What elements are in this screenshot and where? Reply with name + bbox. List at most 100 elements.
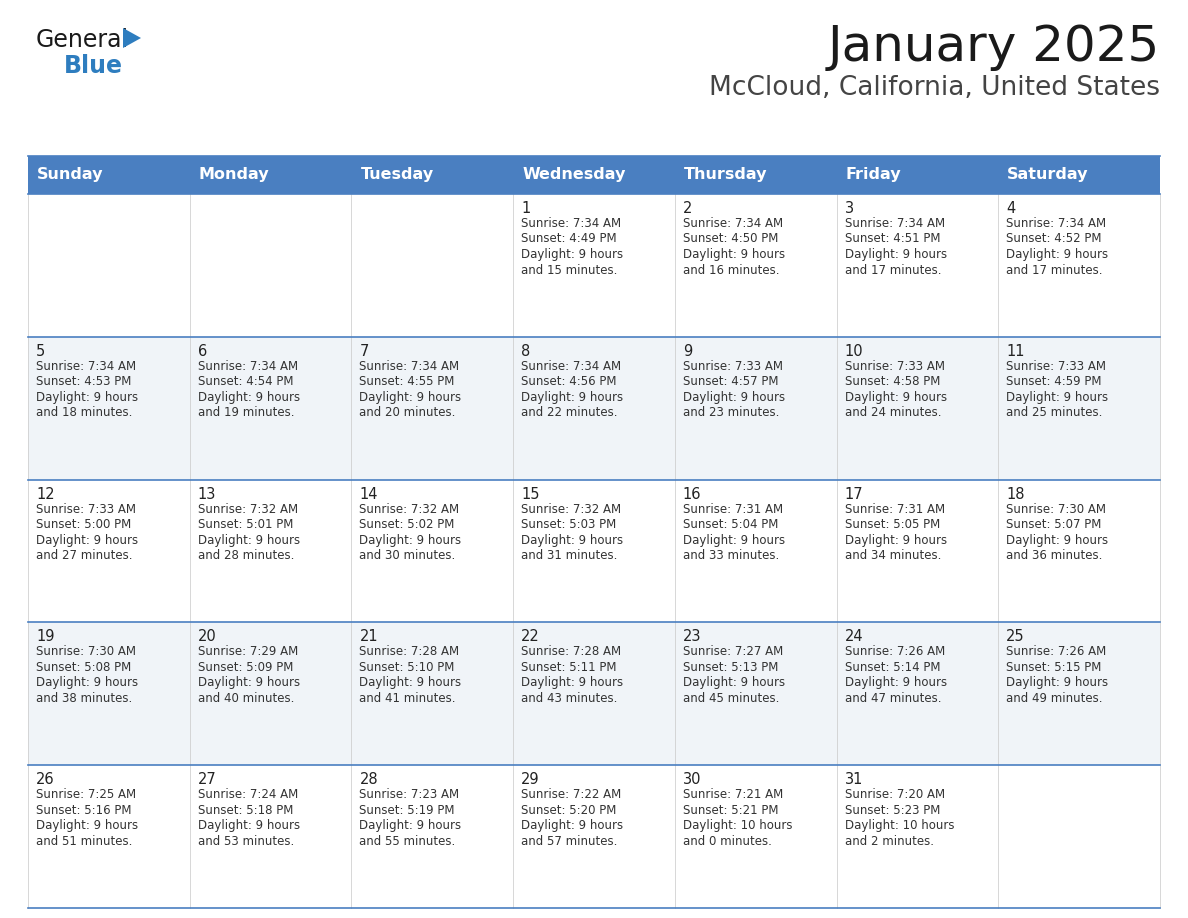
Text: 4: 4 <box>1006 201 1016 216</box>
Text: Daylight: 9 hours: Daylight: 9 hours <box>683 677 785 689</box>
Text: and 19 minutes.: and 19 minutes. <box>197 407 295 420</box>
Text: Daylight: 9 hours: Daylight: 9 hours <box>197 391 299 404</box>
Text: 1: 1 <box>522 201 530 216</box>
Text: Sunset: 5:19 PM: Sunset: 5:19 PM <box>360 803 455 817</box>
Text: and 30 minutes.: and 30 minutes. <box>360 549 456 562</box>
Text: Wednesday: Wednesday <box>523 167 626 183</box>
Text: and 24 minutes.: and 24 minutes. <box>845 407 941 420</box>
Text: Daylight: 9 hours: Daylight: 9 hours <box>522 533 624 546</box>
Text: 23: 23 <box>683 630 701 644</box>
Text: 15: 15 <box>522 487 539 501</box>
Text: and 51 minutes.: and 51 minutes. <box>36 834 132 847</box>
Text: Sunrise: 7:26 AM: Sunrise: 7:26 AM <box>845 645 944 658</box>
Text: Sunrise: 7:34 AM: Sunrise: 7:34 AM <box>522 360 621 373</box>
Text: Sunset: 4:57 PM: Sunset: 4:57 PM <box>683 375 778 388</box>
Text: Sunset: 5:15 PM: Sunset: 5:15 PM <box>1006 661 1101 674</box>
Text: Daylight: 9 hours: Daylight: 9 hours <box>845 533 947 546</box>
Text: Sunset: 5:01 PM: Sunset: 5:01 PM <box>197 518 293 532</box>
Text: Sunrise: 7:34 AM: Sunrise: 7:34 AM <box>197 360 298 373</box>
Text: Daylight: 9 hours: Daylight: 9 hours <box>360 391 462 404</box>
Text: Daylight: 9 hours: Daylight: 9 hours <box>683 533 785 546</box>
Text: Daylight: 10 hours: Daylight: 10 hours <box>845 819 954 833</box>
Text: and 55 minutes.: and 55 minutes. <box>360 834 456 847</box>
Text: Sunset: 5:21 PM: Sunset: 5:21 PM <box>683 803 778 817</box>
Text: Monday: Monday <box>198 167 270 183</box>
Text: and 33 minutes.: and 33 minutes. <box>683 549 779 562</box>
Text: Sunset: 4:56 PM: Sunset: 4:56 PM <box>522 375 617 388</box>
Bar <box>29 622 1159 766</box>
Text: Sunset: 5:02 PM: Sunset: 5:02 PM <box>360 518 455 532</box>
Text: and 57 minutes.: and 57 minutes. <box>522 834 618 847</box>
Text: 25: 25 <box>1006 630 1025 644</box>
Text: and 23 minutes.: and 23 minutes. <box>683 407 779 420</box>
Text: Sunrise: 7:22 AM: Sunrise: 7:22 AM <box>522 789 621 801</box>
Text: Sunset: 5:08 PM: Sunset: 5:08 PM <box>36 661 131 674</box>
Polygon shape <box>124 28 141 48</box>
Text: Sunrise: 7:29 AM: Sunrise: 7:29 AM <box>197 645 298 658</box>
Text: and 15 minutes.: and 15 minutes. <box>522 263 618 276</box>
Text: 18: 18 <box>1006 487 1025 501</box>
Text: 10: 10 <box>845 344 864 359</box>
Text: Daylight: 9 hours: Daylight: 9 hours <box>683 391 785 404</box>
Text: and 43 minutes.: and 43 minutes. <box>522 692 618 705</box>
Text: Daylight: 9 hours: Daylight: 9 hours <box>197 677 299 689</box>
Text: Sunset: 5:20 PM: Sunset: 5:20 PM <box>522 803 617 817</box>
Text: 28: 28 <box>360 772 378 788</box>
Text: Sunset: 4:55 PM: Sunset: 4:55 PM <box>360 375 455 388</box>
Text: Sunset: 5:18 PM: Sunset: 5:18 PM <box>197 803 293 817</box>
Text: Tuesday: Tuesday <box>360 167 434 183</box>
Text: Daylight: 9 hours: Daylight: 9 hours <box>1006 391 1108 404</box>
Text: Daylight: 9 hours: Daylight: 9 hours <box>1006 248 1108 261</box>
Text: and 53 minutes.: and 53 minutes. <box>197 834 293 847</box>
Text: 20: 20 <box>197 630 216 644</box>
Text: Daylight: 9 hours: Daylight: 9 hours <box>522 819 624 833</box>
Text: and 27 minutes.: and 27 minutes. <box>36 549 133 562</box>
Text: 12: 12 <box>36 487 55 501</box>
Text: General: General <box>36 28 129 52</box>
Bar <box>352 156 513 194</box>
Text: Friday: Friday <box>846 167 902 183</box>
Text: Sunrise: 7:33 AM: Sunrise: 7:33 AM <box>36 502 135 516</box>
Text: Daylight: 9 hours: Daylight: 9 hours <box>360 819 462 833</box>
Bar <box>29 479 1159 622</box>
Text: Sunset: 5:04 PM: Sunset: 5:04 PM <box>683 518 778 532</box>
Text: Sunrise: 7:34 AM: Sunrise: 7:34 AM <box>360 360 460 373</box>
Text: 2: 2 <box>683 201 693 216</box>
Text: Daylight: 9 hours: Daylight: 9 hours <box>522 677 624 689</box>
Bar <box>29 337 1159 479</box>
Text: and 36 minutes.: and 36 minutes. <box>1006 549 1102 562</box>
Text: and 28 minutes.: and 28 minutes. <box>197 549 295 562</box>
Text: 5: 5 <box>36 344 45 359</box>
Text: Sunset: 4:58 PM: Sunset: 4:58 PM <box>845 375 940 388</box>
Text: Daylight: 9 hours: Daylight: 9 hours <box>845 677 947 689</box>
Text: Daylight: 9 hours: Daylight: 9 hours <box>1006 677 1108 689</box>
Text: McCloud, California, United States: McCloud, California, United States <box>709 75 1159 101</box>
Text: Daylight: 9 hours: Daylight: 9 hours <box>683 248 785 261</box>
Text: Saturday: Saturday <box>1007 167 1088 183</box>
Text: 7: 7 <box>360 344 368 359</box>
Text: 13: 13 <box>197 487 216 501</box>
Text: and 41 minutes.: and 41 minutes. <box>360 692 456 705</box>
Text: 31: 31 <box>845 772 862 788</box>
Bar <box>836 156 998 194</box>
Text: and 16 minutes.: and 16 minutes. <box>683 263 779 276</box>
Text: Sunrise: 7:32 AM: Sunrise: 7:32 AM <box>522 502 621 516</box>
Text: Sunrise: 7:32 AM: Sunrise: 7:32 AM <box>197 502 298 516</box>
Text: Sunset: 5:07 PM: Sunset: 5:07 PM <box>1006 518 1101 532</box>
Text: 27: 27 <box>197 772 216 788</box>
Text: Sunset: 4:51 PM: Sunset: 4:51 PM <box>845 232 940 245</box>
Text: 16: 16 <box>683 487 701 501</box>
Text: Sunrise: 7:25 AM: Sunrise: 7:25 AM <box>36 789 137 801</box>
Text: and 0 minutes.: and 0 minutes. <box>683 834 772 847</box>
Text: Daylight: 9 hours: Daylight: 9 hours <box>1006 533 1108 546</box>
Text: Daylight: 9 hours: Daylight: 9 hours <box>360 677 462 689</box>
Text: Sunrise: 7:32 AM: Sunrise: 7:32 AM <box>360 502 460 516</box>
Text: Sunset: 4:50 PM: Sunset: 4:50 PM <box>683 232 778 245</box>
Text: 21: 21 <box>360 630 378 644</box>
Text: 11: 11 <box>1006 344 1025 359</box>
Text: Sunrise: 7:34 AM: Sunrise: 7:34 AM <box>522 217 621 230</box>
Text: Daylight: 9 hours: Daylight: 9 hours <box>522 391 624 404</box>
Text: 9: 9 <box>683 344 693 359</box>
Text: and 20 minutes.: and 20 minutes. <box>360 407 456 420</box>
Text: Sunrise: 7:34 AM: Sunrise: 7:34 AM <box>1006 217 1106 230</box>
